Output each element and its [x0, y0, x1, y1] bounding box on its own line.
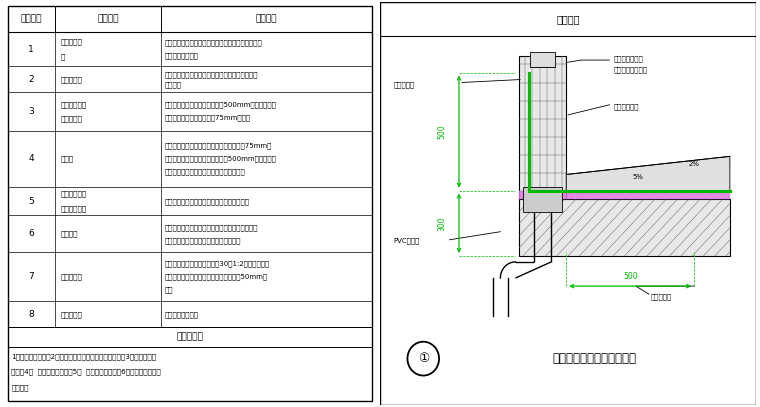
Text: 6: 6 [28, 229, 34, 238]
Text: 密封胶嵌缝: 密封胶嵌缝 [393, 81, 414, 88]
Text: 破坏防水: 破坏防水 [11, 384, 29, 391]
Text: 侧墙（女儿墙）小凹槽内收头、固定牢固。: 侧墙（女儿墙）小凹槽内收头、固定牢固。 [164, 168, 245, 175]
Text: 在侧墙（女儿墙）防水层外抹30厚1:2水泥砂浆，水: 在侧墙（女儿墙）防水层外抹30厚1:2水泥砂浆，水 [164, 260, 270, 267]
Text: 边密实。: 边密实。 [164, 81, 182, 88]
Text: 300: 300 [438, 216, 447, 230]
Text: 附加防水层: 附加防水层 [651, 294, 672, 300]
Text: 构造做法: 构造做法 [97, 15, 119, 24]
Text: 泥砂浆从屋面开始并盖过防水层收头凹槽50mm以: 泥砂浆从屋面开始并盖过防水层收头凹槽50mm以 [164, 274, 268, 280]
Text: 上；防水层在侧墙（女儿墙）上反500mm。防水层在: 上；防水层在侧墙（女儿墙）上反500mm。防水层在 [164, 155, 277, 162]
Text: 按设计要求施工保温层、保护层、装饰面层。: 按设计要求施工保温层、保护层、装饰面层。 [164, 198, 249, 204]
Text: 附加层，并伸入到雨水口内75mm以上。: 附加层，并伸入到雨水口内75mm以上。 [164, 115, 251, 121]
Text: 节点详图: 节点详图 [556, 14, 580, 24]
Text: 把侧墙基层上粘附的灰尘、砂粒、油污、清理干净，: 把侧墙基层上粘附的灰尘、砂粒、油污、清理干净， [164, 39, 262, 46]
Bar [519, 57, 566, 199]
Text: 8: 8 [28, 310, 34, 319]
Text: 找平找坡层完成后，在侧排地漏500mm范围涂刷防水: 找平找坡层完成后，在侧排地漏500mm范围涂刷防水 [164, 102, 277, 108]
Text: 抹灰保护层: 抹灰保护层 [61, 274, 82, 280]
Text: 在雨水口内防水层边沿处打密封胶，在侧墙（女儿: 在雨水口内防水层边沿处打密封胶，在侧墙（女儿 [164, 224, 258, 231]
Text: 屋面侧排雨水口防渗漏做法: 屋面侧排雨水口防渗漏做法 [553, 352, 636, 365]
Text: 防水附加层: 防水附加层 [61, 116, 82, 122]
Text: 密封打胶: 密封打胶 [61, 230, 78, 237]
Text: 工艺流程: 工艺流程 [21, 15, 42, 24]
Text: 5: 5 [28, 197, 34, 206]
Text: 500: 500 [623, 271, 638, 280]
Text: 3: 3 [28, 107, 34, 116]
Text: 2%: 2% [689, 161, 699, 167]
Text: 安装固定落水斗。: 安装固定落水斗。 [164, 311, 198, 317]
Text: 润: 润 [61, 53, 65, 60]
Text: 上。: 上。 [164, 286, 173, 293]
Text: 500: 500 [438, 124, 447, 139]
Text: 4: 4 [28, 154, 34, 163]
Text: 与屋面板一起浇筑: 与屋面板一起浇筑 [613, 66, 648, 73]
Text: 基层清理湿: 基层清理湿 [61, 39, 82, 46]
Text: 钢筋混凝土反头: 钢筋混凝土反头 [613, 55, 643, 62]
Bar [519, 190, 730, 199]
Text: PVC雨水管: PVC雨水管 [393, 237, 420, 244]
Text: 屋面。4、  防水层施工质量。5、  密封胶填塞密实。6、抹灰时注意避免: 屋面。4、 防水层施工质量。5、 密封胶填塞密实。6、抹灰时注意避免 [11, 369, 161, 375]
Text: 1: 1 [28, 45, 34, 54]
Text: 5%: 5% [632, 174, 643, 180]
Text: 固定雨水口并浇筑侧墙抗渗混凝土，保证雨水口周: 固定雨水口并浇筑侧墙抗渗混凝土，保证雨水口周 [164, 71, 258, 77]
Text: 雨水口安装: 雨水口安装 [61, 76, 82, 83]
Text: 固定并密封好: 固定并密封好 [613, 103, 638, 110]
Text: 层、装饰面层: 层、装饰面层 [61, 205, 87, 212]
Text: ①: ① [418, 352, 429, 365]
Text: 防水层: 防水层 [61, 155, 74, 162]
Text: 1、基层清理干净。2、侧墙（女儿墙）混凝土浇捣密实。3、侧排口低于: 1、基层清理干净。2、侧墙（女儿墙）混凝土浇捣密实。3、侧排口低于 [11, 353, 157, 360]
Bar [523, 187, 562, 212]
Text: 保温层、保护: 保温层、保护 [61, 190, 87, 197]
Text: 找平、找坡、: 找平、找坡、 [61, 101, 87, 107]
Text: 按施工防水层，防水层必须伸入到雨水口内75mm以: 按施工防水层，防水层必须伸入到雨水口内75mm以 [164, 143, 272, 149]
Text: 7: 7 [28, 272, 34, 281]
Bar [519, 199, 730, 256]
Bar [530, 53, 555, 66]
Text: 墙）上的防水层收头凹槽内打满密封胶。: 墙）上的防水层收头凹槽内打满密封胶。 [164, 237, 241, 243]
Text: 节点详图: 节点详图 [256, 15, 277, 24]
Text: 2: 2 [28, 75, 34, 84]
Polygon shape [566, 156, 730, 190]
Text: 落水斗安装: 落水斗安装 [61, 311, 82, 317]
Text: 质量控制点: 质量控制点 [176, 333, 204, 341]
Text: 并充分洗水湿润。: 并充分洗水湿润。 [164, 53, 198, 59]
